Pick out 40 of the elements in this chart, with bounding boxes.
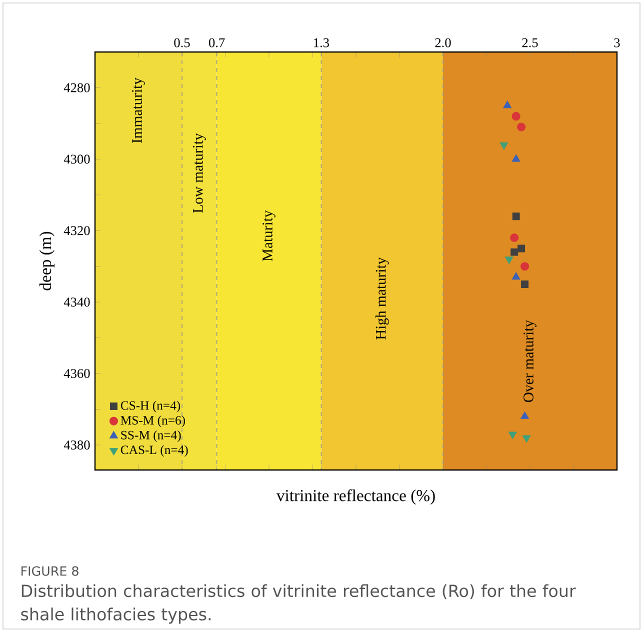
point <box>520 262 530 271</box>
point <box>512 272 520 280</box>
y-tick-label: 4280 <box>64 83 90 92</box>
band-label: Immaturity <box>132 78 145 143</box>
legend-label: SS-M (n=4) <box>121 430 181 442</box>
band-label: Low maturity <box>192 133 206 213</box>
y-axis-title: deep (m) <box>39 232 54 290</box>
x-tick-label: 0.7 <box>208 38 225 48</box>
band-label: High maturity <box>375 257 389 340</box>
y-tick-label: 4340 <box>64 298 90 307</box>
point <box>504 256 514 264</box>
point <box>512 112 520 121</box>
point <box>510 234 519 242</box>
point <box>512 154 520 162</box>
point <box>518 244 526 252</box>
x-tick-label: 3 <box>614 38 620 48</box>
point <box>510 248 518 256</box>
point <box>521 280 529 288</box>
text: Distribution characteristics of vitrinite reflectance (Ro) for the four shale lithofacies types. <box>21 584 576 624</box>
y-tick-label: 4320 <box>64 226 90 236</box>
band-label: Over maturity <box>524 320 536 402</box>
y-tick-label: 4380 <box>64 440 90 450</box>
x-tick-label: 1.3 <box>314 38 330 48</box>
point <box>512 212 520 220</box>
caption: FIGURE 8 <box>22 566 78 576</box>
legend-label: MS-M (n=6) <box>120 416 186 428</box>
x-tick-label: 2.0 <box>435 38 451 48</box>
point <box>500 142 508 150</box>
point <box>517 122 526 132</box>
y-tick-label: 4360 <box>64 369 90 378</box>
point <box>522 435 531 443</box>
point <box>503 100 512 108</box>
x-axis-title: vitrinite reflectance (%) <box>276 489 435 505</box>
band-label: Maturity <box>262 210 276 262</box>
point <box>508 432 517 440</box>
legend-label: CAS-L (n=4) <box>120 445 188 457</box>
x-tick-label: 2.5 <box>522 38 538 48</box>
y-tick-label: 4300 <box>64 154 90 164</box>
legend-label: CS-H (n=4) <box>120 400 180 412</box>
x-tick-label: 0.5 <box>174 38 190 48</box>
